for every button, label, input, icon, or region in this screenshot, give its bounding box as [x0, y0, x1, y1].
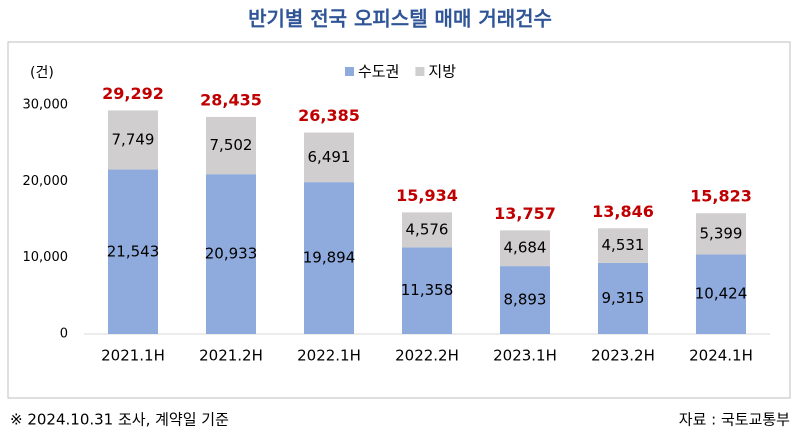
bar-segment [696, 254, 746, 334]
value-label: 4,531 [602, 236, 645, 254]
y-tick-label: 30,000 [23, 98, 69, 113]
bar-segment [500, 230, 550, 267]
value-label: 6,491 [308, 148, 351, 166]
total-label: 15,934 [396, 186, 458, 205]
x-tick-label: 2023.1H [493, 347, 557, 365]
value-label: 9,315 [602, 289, 645, 307]
total-label: 29,292 [102, 84, 164, 103]
value-label: 11,358 [401, 281, 454, 299]
value-label: 21,543 [107, 242, 160, 260]
footnote: ※ 2024.10.31 조사, 계약일 기준 [10, 411, 229, 429]
value-label: 4,576 [406, 220, 449, 238]
value-label: 10,424 [695, 285, 748, 303]
value-label: 4,684 [504, 239, 547, 257]
bar-segment [500, 266, 550, 334]
legend-swatch [415, 67, 425, 76]
value-label: 19,894 [303, 249, 356, 267]
bar-segment [402, 212, 452, 248]
value-label: 20,933 [205, 245, 258, 263]
total-label: 13,757 [494, 204, 556, 223]
legend-label: 지방 [428, 63, 456, 81]
value-label: 7,502 [210, 136, 253, 154]
total-label: 26,385 [298, 106, 360, 125]
bar-segment [108, 169, 158, 334]
bar-segment [402, 247, 452, 334]
total-label: 15,823 [690, 187, 752, 206]
bar-segment [206, 116, 256, 175]
total-label: 28,435 [200, 90, 262, 109]
x-tick-label: 2024.1H [689, 347, 753, 365]
value-label: 8,893 [504, 291, 547, 309]
x-tick-label: 2021.2H [199, 347, 263, 365]
y-tick-label: 20,000 [23, 174, 69, 189]
bar-segment [304, 182, 354, 334]
bar-segment [696, 213, 746, 255]
x-tick-label: 2022.2H [395, 347, 459, 365]
chart-title: 반기별 전국 오피스텔 매매 거래건수 [248, 7, 552, 31]
bar-segment [304, 132, 354, 183]
bar-segment [598, 228, 648, 263]
bar-segment [206, 174, 256, 334]
x-tick-label: 2021.1H [101, 347, 165, 365]
legend-label: 수도권 [358, 63, 399, 81]
x-tick-label: 2023.2H [591, 347, 655, 365]
y-tick-label: 10,000 [23, 250, 69, 265]
source: 자료 : 국토교통부 [679, 411, 790, 429]
chart-frame [7, 41, 791, 399]
value-label: 7,749 [112, 130, 155, 148]
legend-swatch [345, 67, 354, 76]
total-label: 13,846 [592, 202, 654, 221]
bar-segment [598, 262, 648, 334]
bar-segment [108, 110, 158, 170]
y-tick-label: 0 [60, 327, 68, 342]
x-tick-label: 2022.1H [297, 347, 361, 365]
y-axis-label: (건) [30, 65, 54, 81]
value-label: 5,399 [700, 224, 743, 242]
